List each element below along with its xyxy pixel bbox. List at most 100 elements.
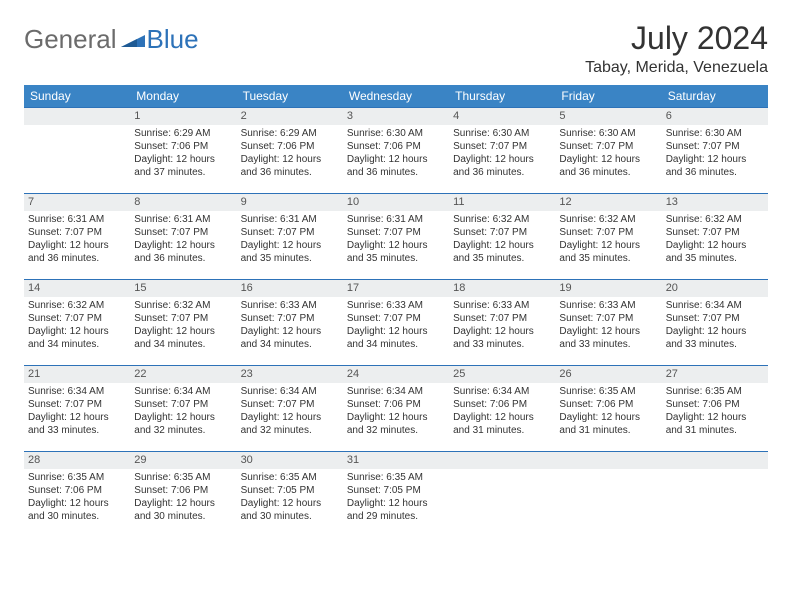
day-details: Sunrise: 6:34 AMSunset: 7:07 PMDaylight:… [24,383,130,441]
calendar-week-row: 1Sunrise: 6:29 AMSunset: 7:06 PMDaylight… [24,108,768,194]
sunrise-text: Sunrise: 6:31 AM [241,213,339,226]
sunset-text: Sunset: 7:07 PM [28,312,126,325]
sunset-text: Sunset: 7:07 PM [453,226,551,239]
sunrise-text: Sunrise: 6:32 AM [28,299,126,312]
day-details: Sunrise: 6:30 AMSunset: 7:07 PMDaylight:… [662,125,768,183]
sunset-text: Sunset: 7:07 PM [347,312,445,325]
sunset-text: Sunset: 7:07 PM [134,398,232,411]
sunset-text: Sunset: 7:07 PM [666,312,764,325]
calendar-day-cell: 5Sunrise: 6:30 AMSunset: 7:07 PMDaylight… [555,108,661,194]
day-number: 27 [662,366,768,383]
calendar-day-cell: 19Sunrise: 6:33 AMSunset: 7:07 PMDayligh… [555,280,661,366]
day-number [24,108,130,125]
day-number: 11 [449,194,555,211]
calendar-day-cell: 21Sunrise: 6:34 AMSunset: 7:07 PMDayligh… [24,366,130,452]
calendar-day-cell: 26Sunrise: 6:35 AMSunset: 7:06 PMDayligh… [555,366,661,452]
sunset-text: Sunset: 7:07 PM [347,226,445,239]
sunrise-text: Sunrise: 6:34 AM [134,385,232,398]
calendar-day-cell [24,108,130,194]
calendar-week-row: 14Sunrise: 6:32 AMSunset: 7:07 PMDayligh… [24,280,768,366]
day-number: 12 [555,194,661,211]
day-number: 1 [130,108,236,125]
day-details: Sunrise: 6:32 AMSunset: 7:07 PMDaylight:… [555,211,661,269]
sunrise-text: Sunrise: 6:35 AM [666,385,764,398]
day-number [555,452,661,469]
sunrise-text: Sunrise: 6:32 AM [453,213,551,226]
day-number: 9 [237,194,343,211]
calendar-day-cell: 15Sunrise: 6:32 AMSunset: 7:07 PMDayligh… [130,280,236,366]
sunrise-text: Sunrise: 6:35 AM [559,385,657,398]
calendar-day-cell: 27Sunrise: 6:35 AMSunset: 7:06 PMDayligh… [662,366,768,452]
sunrise-text: Sunrise: 6:35 AM [28,471,126,484]
calendar-day-cell: 28Sunrise: 6:35 AMSunset: 7:06 PMDayligh… [24,452,130,538]
daylight-text: Daylight: 12 hours and 33 minutes. [559,325,657,351]
day-number: 22 [130,366,236,383]
sunset-text: Sunset: 7:07 PM [559,312,657,325]
day-details: Sunrise: 6:34 AMSunset: 7:06 PMDaylight:… [449,383,555,441]
day-number: 25 [449,366,555,383]
day-number: 21 [24,366,130,383]
daylight-text: Daylight: 12 hours and 34 minutes. [28,325,126,351]
day-details: Sunrise: 6:32 AMSunset: 7:07 PMDaylight:… [662,211,768,269]
sunset-text: Sunset: 7:07 PM [559,226,657,239]
calendar-day-cell [449,452,555,538]
day-number: 31 [343,452,449,469]
daylight-text: Daylight: 12 hours and 31 minutes. [453,411,551,437]
day-number: 8 [130,194,236,211]
daylight-text: Daylight: 12 hours and 32 minutes. [134,411,232,437]
daylight-text: Daylight: 12 hours and 36 minutes. [453,153,551,179]
day-details: Sunrise: 6:33 AMSunset: 7:07 PMDaylight:… [237,297,343,355]
weekday-header-row: Sunday Monday Tuesday Wednesday Thursday… [24,85,768,108]
sunrise-text: Sunrise: 6:32 AM [134,299,232,312]
sunset-text: Sunset: 7:07 PM [241,398,339,411]
calendar-day-cell: 23Sunrise: 6:34 AMSunset: 7:07 PMDayligh… [237,366,343,452]
sunrise-text: Sunrise: 6:31 AM [28,213,126,226]
daylight-text: Daylight: 12 hours and 31 minutes. [559,411,657,437]
logo: General Blue [24,24,199,55]
day-number: 18 [449,280,555,297]
sunrise-text: Sunrise: 6:34 AM [347,385,445,398]
day-details: Sunrise: 6:35 AMSunset: 7:06 PMDaylight:… [130,469,236,527]
daylight-text: Daylight: 12 hours and 37 minutes. [134,153,232,179]
day-details: Sunrise: 6:34 AMSunset: 7:06 PMDaylight:… [343,383,449,441]
day-number: 14 [24,280,130,297]
day-details: Sunrise: 6:32 AMSunset: 7:07 PMDaylight:… [449,211,555,269]
calendar-day-cell: 12Sunrise: 6:32 AMSunset: 7:07 PMDayligh… [555,194,661,280]
month-title: July 2024 [585,20,768,57]
day-details: Sunrise: 6:32 AMSunset: 7:07 PMDaylight:… [24,297,130,355]
calendar-day-cell: 25Sunrise: 6:34 AMSunset: 7:06 PMDayligh… [449,366,555,452]
daylight-text: Daylight: 12 hours and 36 minutes. [134,239,232,265]
day-number: 13 [662,194,768,211]
weekday-header: Sunday [24,85,130,108]
daylight-text: Daylight: 12 hours and 32 minutes. [347,411,445,437]
sunset-text: Sunset: 7:06 PM [134,140,232,153]
sunset-text: Sunset: 7:07 PM [134,226,232,239]
calendar-day-cell [555,452,661,538]
daylight-text: Daylight: 12 hours and 36 minutes. [28,239,126,265]
calendar-day-cell: 8Sunrise: 6:31 AMSunset: 7:07 PMDaylight… [130,194,236,280]
daylight-text: Daylight: 12 hours and 36 minutes. [666,153,764,179]
day-number: 28 [24,452,130,469]
daylight-text: Daylight: 12 hours and 34 minutes. [241,325,339,351]
sunset-text: Sunset: 7:06 PM [28,484,126,497]
sunrise-text: Sunrise: 6:30 AM [666,127,764,140]
header: General Blue July 2024 Tabay, Merida, Ve… [24,20,768,77]
logo-mark-icon [121,31,145,49]
calendar-day-cell: 14Sunrise: 6:32 AMSunset: 7:07 PMDayligh… [24,280,130,366]
day-number: 24 [343,366,449,383]
sunrise-text: Sunrise: 6:30 AM [453,127,551,140]
sunset-text: Sunset: 7:06 PM [453,398,551,411]
day-details: Sunrise: 6:35 AMSunset: 7:05 PMDaylight:… [343,469,449,527]
calendar-day-cell: 11Sunrise: 6:32 AMSunset: 7:07 PMDayligh… [449,194,555,280]
weekday-header: Wednesday [343,85,449,108]
daylight-text: Daylight: 12 hours and 36 minutes. [559,153,657,179]
sunset-text: Sunset: 7:07 PM [28,226,126,239]
sunset-text: Sunset: 7:07 PM [453,140,551,153]
title-block: July 2024 Tabay, Merida, Venezuela [585,20,768,77]
calendar-body: 1Sunrise: 6:29 AMSunset: 7:06 PMDaylight… [24,108,768,538]
day-details: Sunrise: 6:31 AMSunset: 7:07 PMDaylight:… [24,211,130,269]
calendar-day-cell: 3Sunrise: 6:30 AMSunset: 7:06 PMDaylight… [343,108,449,194]
sunrise-text: Sunrise: 6:35 AM [134,471,232,484]
sunset-text: Sunset: 7:07 PM [28,398,126,411]
day-number [662,452,768,469]
